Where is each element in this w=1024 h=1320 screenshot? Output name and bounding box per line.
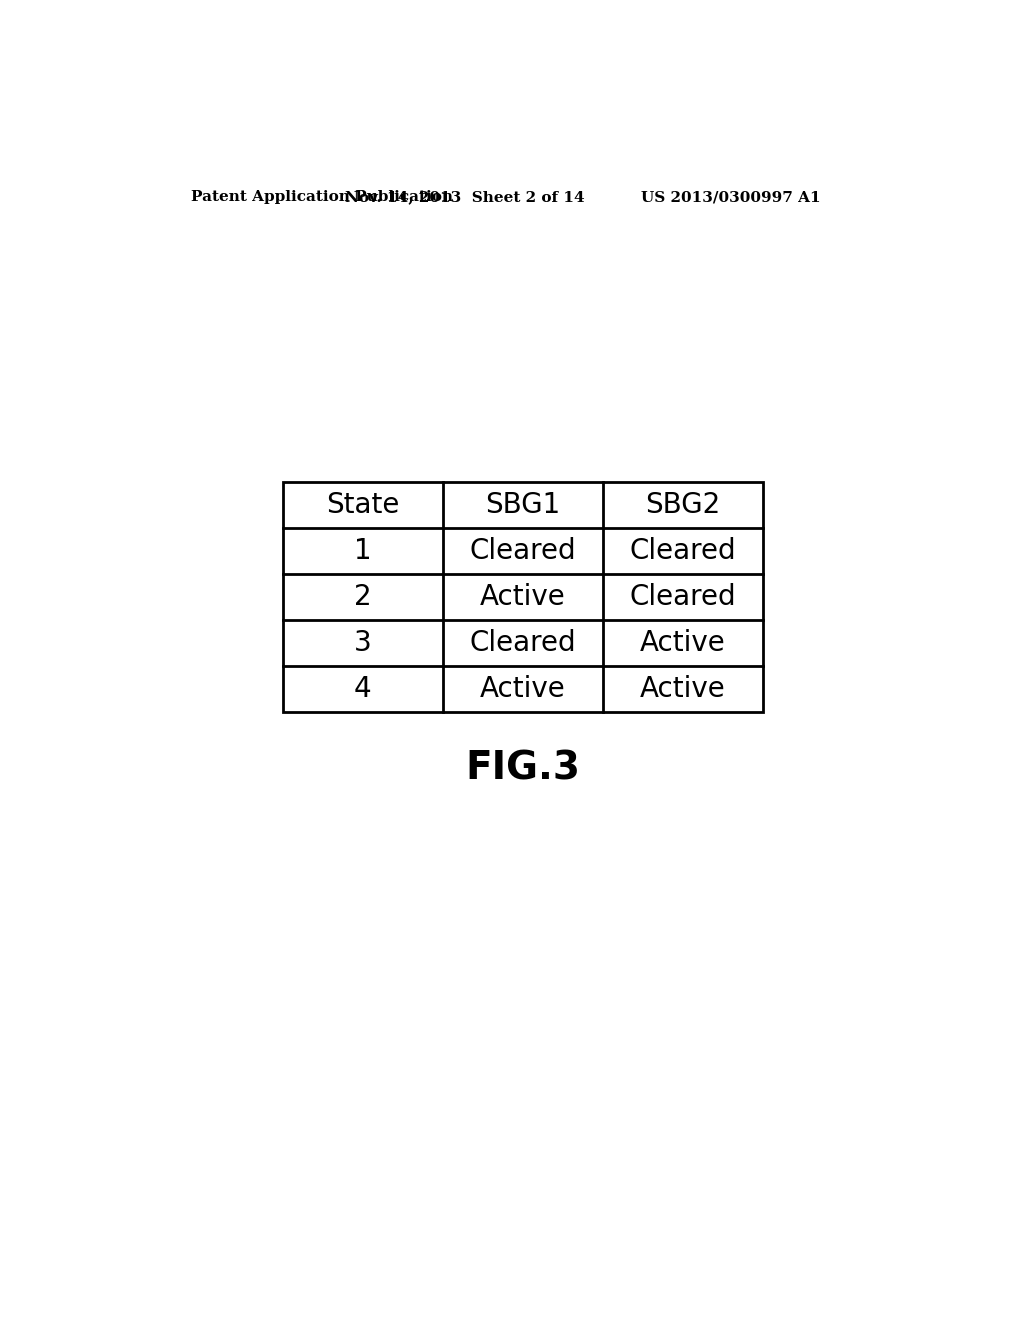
Text: US 2013/0300997 A1: US 2013/0300997 A1 (641, 190, 821, 205)
Text: 3: 3 (354, 630, 372, 657)
Text: Active: Active (640, 676, 726, 704)
Bar (283, 482, 763, 713)
Text: SBG1: SBG1 (485, 491, 560, 519)
Text: Patent Application Publication: Patent Application Publication (191, 190, 454, 205)
Text: Nov. 14, 2013  Sheet 2 of 14: Nov. 14, 2013 Sheet 2 of 14 (345, 190, 585, 205)
Text: Cleared: Cleared (630, 583, 736, 611)
Text: 4: 4 (354, 676, 372, 704)
Text: Active: Active (480, 583, 565, 611)
Text: Active: Active (640, 630, 726, 657)
Text: Active: Active (480, 676, 565, 704)
Text: Cleared: Cleared (630, 537, 736, 565)
Text: Cleared: Cleared (469, 630, 577, 657)
Text: State: State (326, 491, 399, 519)
Text: 1: 1 (354, 537, 372, 565)
Text: Cleared: Cleared (469, 537, 577, 565)
Text: FIG.3: FIG.3 (465, 750, 581, 787)
Text: SBG2: SBG2 (645, 491, 721, 519)
Text: 2: 2 (354, 583, 372, 611)
